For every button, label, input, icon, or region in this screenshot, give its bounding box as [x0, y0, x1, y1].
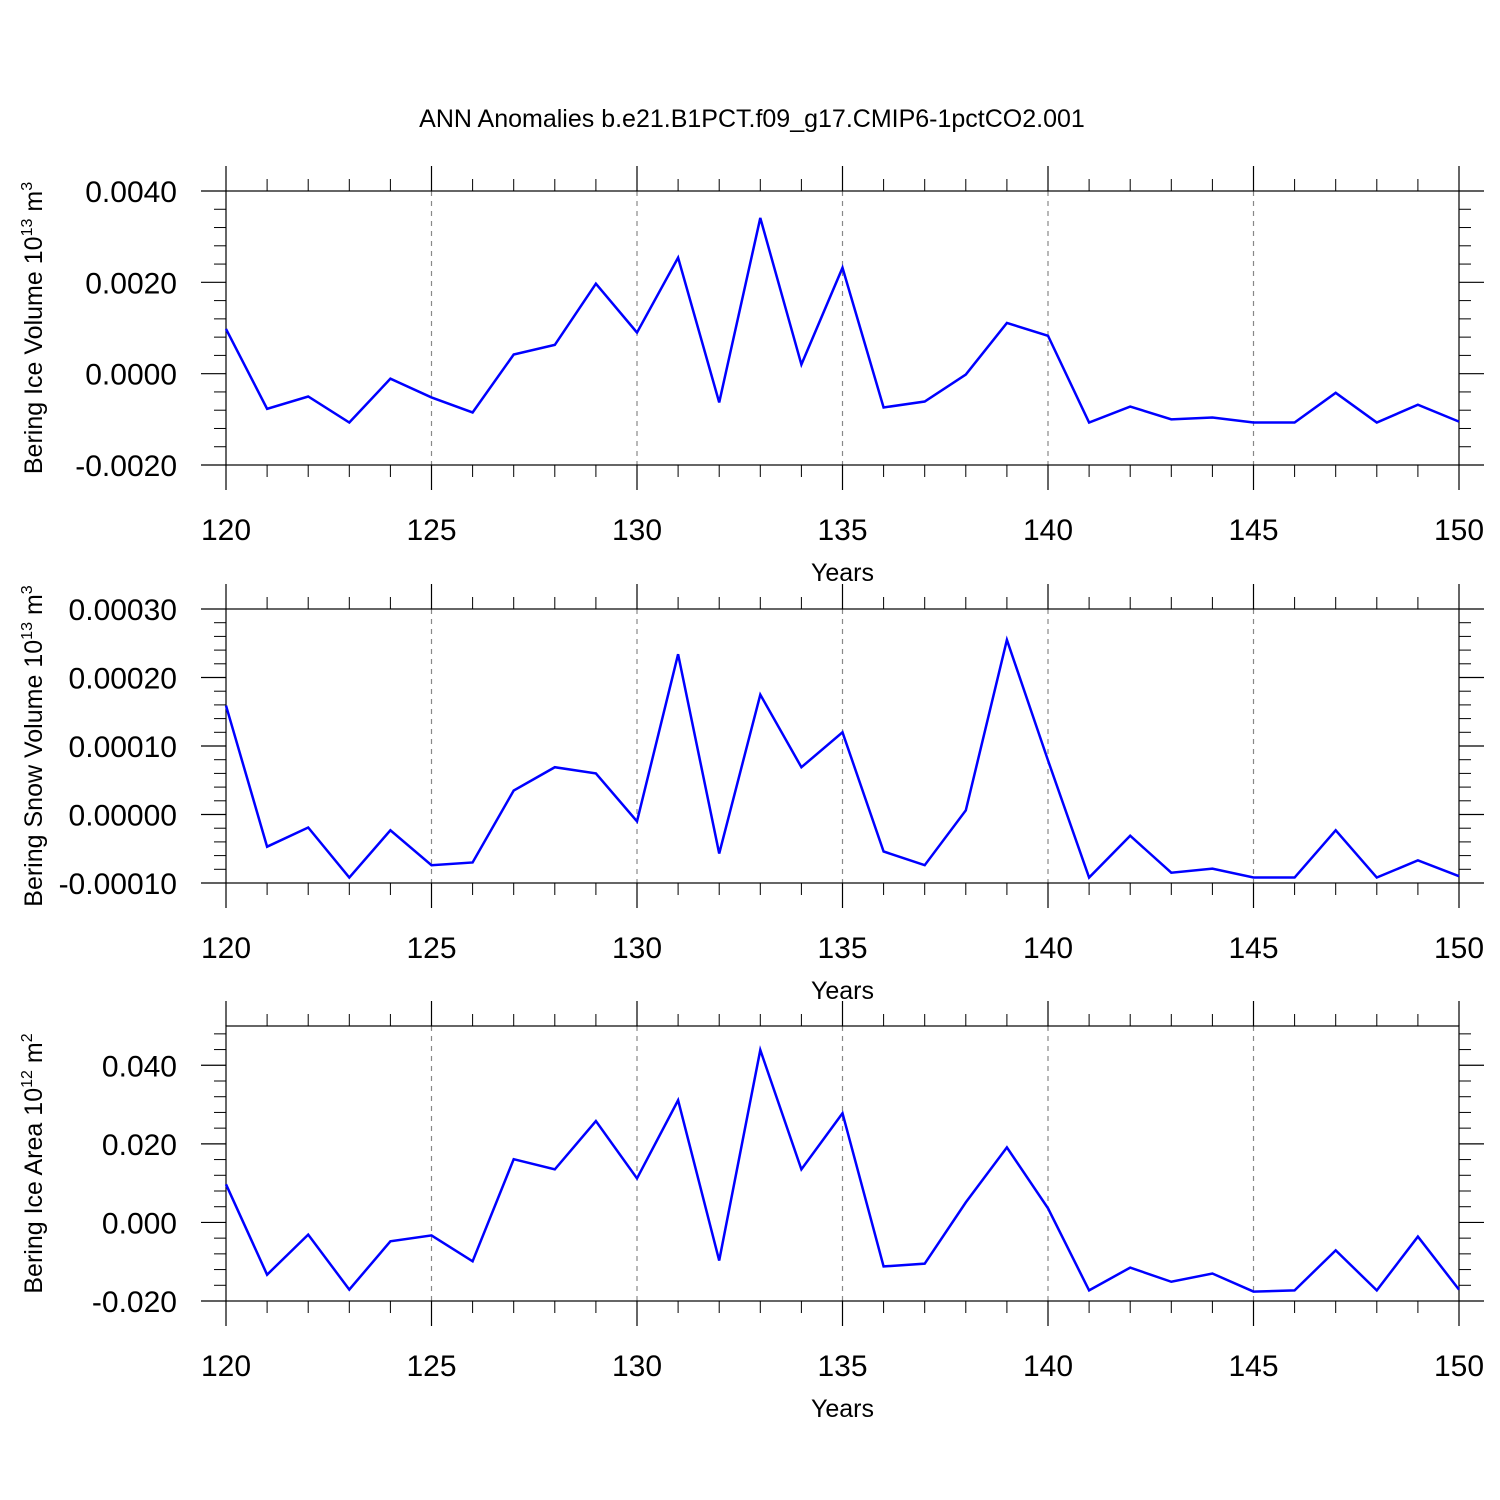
- x-tick-label: 140: [1023, 932, 1073, 965]
- x-tick-label: 145: [1228, 514, 1278, 547]
- y-axis-label-unit-exponent: 3: [19, 182, 36, 191]
- figure-title: ANN Anomalies b.e21.B1PCT.f09_g17.CMIP6-…: [419, 105, 1085, 133]
- x-tick-label: 140: [1023, 1350, 1073, 1383]
- y-axis-label-name: Bering Ice Area: [20, 1123, 48, 1294]
- x-tick-label: 120: [201, 1350, 251, 1383]
- y-axis-label-base: 10: [20, 236, 48, 264]
- x-tick-label: 145: [1228, 1350, 1278, 1383]
- x-tick-label: 125: [406, 932, 456, 965]
- y-axis-label-name: Bering Ice Volume: [20, 271, 48, 474]
- x-tick-label: 125: [406, 1350, 456, 1383]
- y-tick-label: 0.00000: [69, 800, 177, 833]
- y-tick-label: 0.040: [102, 1050, 177, 1083]
- y-tick-label: 0.0040: [85, 176, 177, 209]
- x-axis-label: Years: [811, 559, 874, 587]
- x-tick-label: 135: [817, 514, 867, 547]
- data-line: [224, 635, 1460, 880]
- y-axis-label-unit: m: [20, 1042, 48, 1063]
- y-axis-label-unit-exponent: 2: [19, 1033, 36, 1042]
- y-axis-label: Bering Ice Area 1012 m2: [19, 1033, 48, 1293]
- y-axis-label: Bering Snow Volume 1013 m3: [19, 585, 48, 907]
- y-tick-label: -0.020: [92, 1286, 177, 1319]
- y-tick-label: 0.0000: [85, 359, 177, 392]
- x-tick-label: 120: [201, 514, 251, 547]
- x-tick-label: 135: [817, 932, 867, 965]
- y-axis-label-exponent: 12: [19, 1070, 36, 1088]
- y-axis-label-name: Bering Snow Volume: [20, 675, 48, 907]
- y-tick-label: 0.020: [102, 1129, 177, 1162]
- y-tick-label: 0.00030: [69, 594, 177, 627]
- y-tick-label: 0.00020: [69, 663, 177, 696]
- y-axis-label-unit-exponent: 3: [19, 585, 36, 594]
- y-tick-label: 0.0020: [85, 267, 177, 300]
- y-axis-label-exponent: 13: [19, 219, 36, 237]
- y-tick-label: -0.00010: [59, 868, 177, 901]
- y-axis-label-unit: m: [20, 191, 48, 212]
- data-line: [224, 217, 1460, 425]
- x-tick-label: 135: [817, 1350, 867, 1383]
- y-tick-label: 0.000: [102, 1207, 177, 1240]
- y-axis-label-base: 10: [20, 1088, 48, 1116]
- y-tick-label: -0.0020: [75, 450, 177, 483]
- x-tick-label: 120: [201, 932, 251, 965]
- y-axis-label-unit: m: [20, 594, 48, 615]
- data-line: [224, 1045, 1460, 1293]
- x-tick-label: 125: [406, 514, 456, 547]
- x-axis-label: Years: [811, 1395, 874, 1423]
- x-tick-label: 140: [1023, 514, 1073, 547]
- x-tick-label: 130: [612, 514, 662, 547]
- x-tick-label: 130: [612, 1350, 662, 1383]
- x-axis-label: Years: [811, 977, 874, 1005]
- y-axis-label-exponent: 13: [19, 622, 36, 640]
- x-tick-label: 145: [1228, 932, 1278, 965]
- y-axis-label-base: 10: [20, 640, 48, 668]
- x-tick-label: 150: [1434, 932, 1484, 965]
- x-tick-label: 130: [612, 932, 662, 965]
- y-axis-label: Bering Ice Volume 1013 m3: [19, 182, 48, 474]
- y-tick-label: 0.00010: [69, 731, 177, 764]
- x-tick-label: 150: [1434, 514, 1484, 547]
- x-tick-label: 150: [1434, 1350, 1484, 1383]
